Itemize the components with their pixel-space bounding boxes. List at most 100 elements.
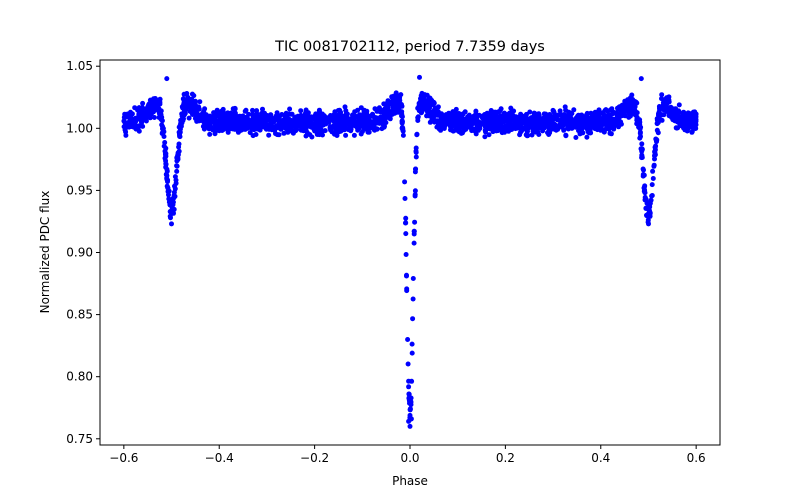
- data-point: [547, 120, 553, 126]
- data-point: [453, 106, 459, 112]
- data-point: [392, 96, 398, 102]
- data-point: [197, 113, 202, 119]
- data-point: [482, 134, 488, 140]
- data-point: [218, 121, 224, 127]
- data-point: [595, 115, 601, 121]
- data-point: [409, 350, 415, 356]
- data-point: [132, 105, 138, 111]
- data-point: [590, 117, 596, 123]
- data-point: [592, 109, 598, 115]
- data-point: [681, 125, 687, 131]
- data-point: [620, 104, 626, 110]
- data-point: [403, 215, 409, 221]
- data-point: [382, 101, 388, 107]
- data-point: [413, 154, 419, 160]
- data-point: [614, 110, 620, 116]
- data-point: [615, 105, 620, 111]
- data-point: [469, 126, 475, 132]
- data-point: [269, 127, 275, 133]
- data-point: [639, 141, 645, 147]
- data-point: [303, 133, 309, 139]
- data-point: [254, 118, 260, 124]
- data-point: [168, 215, 173, 221]
- x-tick-label: 0.6: [687, 451, 706, 465]
- data-point: [333, 128, 339, 134]
- data-point: [393, 92, 399, 98]
- data-point: [511, 108, 517, 114]
- data-point: [286, 111, 292, 117]
- data-point: [381, 111, 387, 117]
- data-point: [331, 124, 337, 130]
- data-point: [346, 118, 352, 124]
- data-point: [283, 122, 289, 128]
- data-point: [348, 124, 354, 130]
- data-point: [607, 130, 613, 136]
- data-point: [536, 119, 542, 125]
- data-point: [157, 96, 163, 102]
- data-point: [645, 217, 651, 223]
- data-point: [411, 231, 417, 237]
- data-point: [652, 156, 657, 162]
- data-point: [247, 130, 253, 136]
- data-point: [561, 113, 567, 119]
- data-point: [649, 182, 655, 188]
- data-point: [612, 116, 618, 122]
- data-point: [361, 115, 367, 120]
- data-point: [532, 111, 538, 117]
- data-point: [535, 124, 541, 130]
- data-point: [323, 121, 329, 127]
- data-point: [388, 109, 394, 115]
- data-point: [466, 122, 472, 128]
- data-point: [692, 122, 698, 128]
- x-tick-label: 0.2: [496, 451, 515, 465]
- data-point: [402, 196, 408, 201]
- data-point: [502, 111, 508, 117]
- data-point: [453, 111, 458, 116]
- data-point: [618, 110, 624, 116]
- data-point: [473, 114, 479, 120]
- data-point: [486, 132, 492, 138]
- data-point: [174, 163, 180, 169]
- data-point: [170, 202, 176, 208]
- data-point: [647, 213, 653, 219]
- data-point: [412, 192, 418, 198]
- data-point: [652, 144, 658, 150]
- data-point: [254, 111, 260, 117]
- data-point: [243, 107, 249, 113]
- data-point: [657, 116, 662, 122]
- data-point: [449, 116, 455, 122]
- data-point: [218, 125, 224, 131]
- data-point: [139, 117, 145, 123]
- data-point: [236, 128, 241, 134]
- data-points: [121, 74, 699, 429]
- data-point: [566, 111, 572, 117]
- data-point: [122, 120, 128, 126]
- data-point: [197, 99, 203, 105]
- data-point: [212, 131, 218, 137]
- data-point: [491, 109, 497, 115]
- x-tick-label: 0.4: [591, 451, 610, 465]
- data-point: [406, 378, 412, 384]
- data-point: [415, 118, 421, 123]
- data-point: [403, 220, 408, 226]
- data-point: [460, 128, 466, 134]
- data-point: [364, 108, 370, 114]
- data-point: [641, 172, 647, 178]
- data-point: [183, 106, 189, 112]
- data-point: [343, 132, 349, 138]
- data-point: [257, 114, 263, 120]
- data-point: [440, 117, 446, 123]
- data-point: [675, 119, 681, 125]
- data-point: [186, 115, 192, 121]
- data-point: [683, 122, 689, 127]
- data-point: [550, 107, 556, 113]
- data-point: [669, 115, 675, 120]
- data-point: [317, 131, 323, 137]
- data-point: [404, 272, 409, 278]
- data-point: [536, 111, 542, 117]
- data-point: [262, 111, 267, 117]
- y-tick-label: 0.95: [66, 183, 93, 197]
- data-point: [241, 126, 247, 132]
- data-point: [383, 120, 389, 126]
- data-point: [167, 209, 173, 214]
